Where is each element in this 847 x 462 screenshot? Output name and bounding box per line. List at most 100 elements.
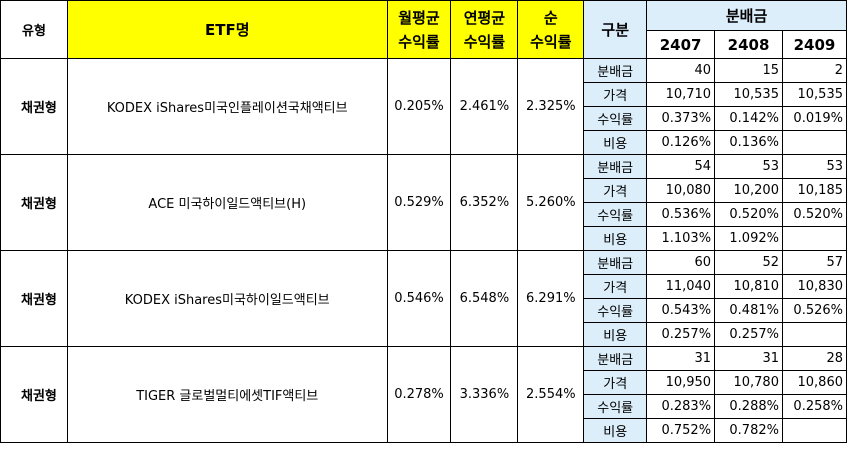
value-cell-2409[interactable] — [781, 130, 847, 155]
category-cell[interactable]: 비용 — [583, 418, 648, 443]
value-cell-2408[interactable]: 10,200 — [714, 178, 783, 203]
category-cell[interactable]: 분배금 — [583, 58, 648, 83]
value-cell-2408[interactable]: 0.257% — [714, 322, 783, 347]
value-cell-2409[interactable]: 0.258% — [781, 394, 847, 419]
fund-type-cell[interactable]: 채권형 — [0, 250, 68, 347]
value-cell-2407[interactable]: 11,040 — [646, 274, 716, 299]
value-cell-2408[interactable]: 0.136% — [714, 130, 783, 155]
value-cell-2408[interactable]: 31 — [714, 346, 783, 371]
value-cell-2409[interactable]: 10,535 — [781, 82, 847, 107]
fund-type-cell[interactable]: 채권형 — [0, 58, 68, 155]
monthly-return-cell[interactable]: 0.278% — [386, 346, 452, 443]
net-return-cell[interactable]: 2.554% — [517, 346, 585, 443]
value-cell-2409[interactable]: 0.520% — [781, 202, 847, 227]
detail-row: 수익률 0.543% 0.481% 0.526% — [1, 298, 847, 323]
category-header[interactable]: 구분 — [583, 0, 648, 59]
value-cell-2409[interactable]: 28 — [781, 346, 847, 371]
value-cell-2407[interactable]: 10,710 — [646, 82, 716, 107]
value-cell-2408[interactable]: 0.481% — [714, 298, 783, 323]
month-header-2408[interactable]: 2408 — [714, 30, 783, 59]
value-cell-2407[interactable]: 0.752% — [646, 418, 716, 443]
category-cell[interactable]: 수익률 — [583, 202, 648, 227]
value-cell-2407[interactable]: 0.283% — [646, 394, 716, 419]
value-cell-2408[interactable]: 53 — [714, 154, 783, 179]
value-cell-2408[interactable]: 10,780 — [714, 370, 783, 395]
value-cell-2408[interactable]: 0.142% — [714, 106, 783, 131]
monthly-return-cell[interactable]: 0.546% — [386, 250, 452, 347]
value-cell-2407[interactable]: 0.126% — [646, 130, 716, 155]
etf-name-cell[interactable]: KODEX iShares미국하이일드액티브 — [66, 250, 388, 347]
etf-name-cell[interactable]: ACE 미국하이일드액티브(H) — [66, 154, 388, 251]
value-cell-2408[interactable]: 0.288% — [714, 394, 783, 419]
monthly-return-cell[interactable]: 0.529% — [386, 154, 452, 251]
monthly-return-header[interactable]: 월평균 수익률 — [386, 0, 452, 59]
month-header-2409[interactable]: 2409 — [781, 30, 847, 59]
yearly-return-cell[interactable]: 6.352% — [450, 154, 519, 251]
value-cell-2407[interactable]: 60 — [646, 250, 716, 275]
value-cell-2409[interactable]: 10,185 — [781, 178, 847, 203]
value-cell-2409[interactable]: 10,860 — [781, 370, 847, 395]
net-return-cell[interactable]: 6.291% — [517, 250, 585, 347]
net-return-header[interactable]: 순 수익률 — [517, 0, 585, 59]
value-cell-2407[interactable]: 40 — [646, 58, 716, 83]
category-cell[interactable]: 가격 — [583, 274, 648, 299]
monthly-return-cell[interactable]: 0.205% — [386, 58, 452, 155]
net-return-cell[interactable]: 5.260% — [517, 154, 585, 251]
value-cell-2407[interactable]: 10,950 — [646, 370, 716, 395]
value-cell-2409[interactable] — [781, 322, 847, 347]
value-cell-2408[interactable]: 52 — [714, 250, 783, 275]
yearly-return-header[interactable]: 연평균 수익률 — [450, 0, 519, 59]
value-cell-2408[interactable]: 0.782% — [714, 418, 783, 443]
etf-name-header[interactable]: ETF명 — [66, 0, 388, 59]
value-cell-2408[interactable]: 15 — [714, 58, 783, 83]
etf-name-cell[interactable]: TIGER 글로벌멀티에셋TIF액티브 — [66, 346, 388, 443]
category-cell[interactable]: 분배금 — [583, 250, 648, 275]
value-cell-2408[interactable]: 0.520% — [714, 202, 783, 227]
value-cell-2409[interactable]: 2 — [781, 58, 847, 83]
net-return-cell[interactable]: 2.325% — [517, 58, 585, 155]
value-cell-2409[interactable]: 57 — [781, 250, 847, 275]
monthly-return-header-line2: 수익률 — [398, 33, 440, 51]
value-cell-2407[interactable]: 54 — [646, 154, 716, 179]
category-cell[interactable]: 비용 — [583, 322, 648, 347]
category-cell[interactable]: 가격 — [583, 178, 648, 203]
value-cell-2408[interactable]: 10,810 — [714, 274, 783, 299]
value-cell-2409[interactable]: 0.019% — [781, 106, 847, 131]
value-cell-2407[interactable]: 0.536% — [646, 202, 716, 227]
value-cell-2409[interactable] — [781, 418, 847, 443]
yearly-return-cell[interactable]: 3.336% — [450, 346, 519, 443]
detail-row: 가격 11,040 10,810 10,830 — [1, 274, 847, 299]
yearly-return-cell[interactable]: 2.461% — [450, 58, 519, 155]
detail-row: 가격 10,950 10,780 10,860 — [1, 370, 847, 395]
value-cell-2407[interactable]: 0.543% — [646, 298, 716, 323]
category-cell[interactable]: 수익률 — [583, 106, 648, 131]
value-cell-2407[interactable]: 10,080 — [646, 178, 716, 203]
detail-row: 채권형 KODEX iShares미국하이일드액티브 0.546% 6.548% 6.2… — [0, 250, 847, 347]
value-cell-2408[interactable]: 1.092% — [714, 226, 783, 251]
yearly-return-cell[interactable]: 6.548% — [450, 250, 519, 347]
detail-row: 채권형 KODEX iShares미국인플레이션국채액티브 0.205% 2.461%… — [0, 58, 847, 155]
value-cell-2409[interactable]: 53 — [781, 154, 847, 179]
category-cell[interactable]: 수익률 — [583, 298, 648, 323]
value-cell-2407[interactable]: 0.373% — [646, 106, 716, 131]
value-cell-2409[interactable]: 0.526% — [781, 298, 847, 323]
category-cell[interactable]: 분배금 — [583, 154, 648, 179]
value-cell-2407[interactable]: 1.103% — [646, 226, 716, 251]
type-header[interactable]: 유형 — [0, 0, 68, 59]
value-cell-2409[interactable]: 10,830 — [781, 274, 847, 299]
category-cell[interactable]: 비용 — [583, 130, 648, 155]
category-cell[interactable]: 가격 — [583, 82, 648, 107]
value-cell-2407[interactable]: 0.257% — [646, 322, 716, 347]
value-cell-2409[interactable] — [781, 226, 847, 251]
fund-type-cell[interactable]: 채권형 — [0, 346, 68, 443]
fund-type-cell[interactable]: 채권형 — [0, 154, 68, 251]
dividend-header[interactable]: 분배금 — [646, 0, 847, 31]
category-cell[interactable]: 수익률 — [583, 394, 648, 419]
etf-name-cell[interactable]: KODEX iShares미국인플레이션국채액티브 — [66, 58, 388, 155]
value-cell-2407[interactable]: 31 — [646, 346, 716, 371]
category-cell[interactable]: 비용 — [583, 226, 648, 251]
value-cell-2408[interactable]: 10,535 — [714, 82, 783, 107]
category-cell[interactable]: 가격 — [583, 370, 648, 395]
category-cell[interactable]: 분배금 — [583, 346, 648, 371]
month-header-2407[interactable]: 2407 — [646, 30, 716, 59]
